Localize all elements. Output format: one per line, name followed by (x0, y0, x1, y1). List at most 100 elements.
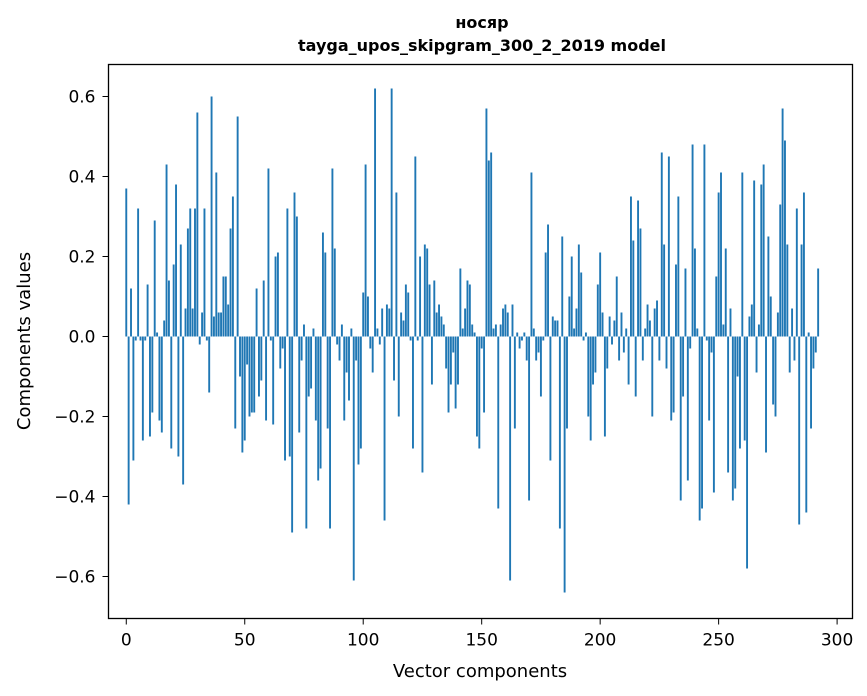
bar (473, 332, 476, 337)
bar (208, 336, 211, 393)
bar (149, 336, 151, 437)
bar (426, 248, 429, 337)
bar (677, 196, 680, 337)
bar (589, 336, 592, 441)
bar (587, 336, 590, 417)
x-tick-label: 250 (702, 631, 734, 651)
y-tick-label: 0.4 (68, 168, 95, 188)
bar (350, 328, 353, 337)
bar (769, 296, 772, 337)
bar (592, 336, 594, 385)
bar (239, 336, 241, 377)
bar (355, 336, 358, 361)
bar (340, 324, 343, 337)
bar (409, 336, 412, 341)
x-axis-ticks: 0 50 100 150 200 250 300 (121, 618, 853, 651)
bar (293, 192, 296, 337)
bar (547, 224, 549, 337)
bar (596, 284, 599, 337)
bar (606, 336, 609, 369)
bar (757, 324, 760, 337)
bar (580, 272, 583, 337)
bar (622, 336, 625, 353)
bar (509, 336, 512, 581)
bar (300, 336, 303, 361)
bar (795, 208, 798, 337)
y-tick-label: −0.6 (54, 568, 95, 588)
bar (400, 312, 403, 337)
bar (556, 320, 559, 337)
plot-frame (107, 63, 854, 620)
bar (584, 332, 587, 337)
bar (267, 168, 270, 337)
bar (513, 336, 516, 429)
bar (378, 336, 381, 345)
bar (701, 336, 703, 509)
bar (686, 336, 689, 481)
bar (807, 332, 810, 337)
bar (518, 336, 521, 349)
bar (307, 336, 310, 397)
bar (291, 336, 294, 533)
bar (125, 188, 128, 337)
bar (203, 208, 206, 337)
bar (329, 336, 331, 529)
bar (182, 336, 185, 485)
bar (535, 336, 538, 361)
bar (708, 336, 711, 421)
bar (194, 208, 196, 337)
bar (712, 336, 715, 493)
bar (549, 336, 552, 461)
bar (310, 336, 313, 389)
bar (276, 252, 279, 337)
bar (736, 336, 739, 377)
bar (670, 336, 673, 421)
bar (374, 88, 377, 337)
bar (483, 336, 486, 413)
bar (255, 288, 258, 337)
bar (163, 320, 166, 337)
bar (663, 244, 666, 337)
bar (314, 336, 317, 421)
bar (381, 308, 384, 337)
bar (295, 216, 298, 337)
bar (767, 236, 770, 337)
bar (217, 312, 220, 337)
bar (691, 144, 694, 337)
bar (390, 88, 393, 337)
y-tick-label: −0.4 (54, 488, 95, 508)
bar (137, 208, 140, 337)
bar (646, 304, 649, 337)
bar (464, 308, 467, 337)
bar (682, 336, 685, 397)
bar (466, 280, 469, 337)
bar (144, 336, 147, 341)
bar (305, 336, 308, 529)
bar (494, 324, 497, 337)
bar (281, 336, 284, 349)
bar (156, 332, 159, 337)
bar (717, 192, 720, 337)
bar (793, 336, 796, 361)
bar (393, 336, 395, 381)
bar (476, 336, 478, 437)
bar (812, 336, 815, 369)
chart-title: носяр (455, 13, 508, 32)
bar (722, 324, 725, 337)
bar (184, 308, 187, 337)
x-tick-label: 0 (121, 631, 132, 651)
bar (734, 336, 737, 489)
bar (490, 152, 493, 337)
bars-group (125, 88, 820, 593)
bar (743, 336, 746, 441)
bar (319, 336, 322, 469)
bar (537, 336, 540, 353)
bar (452, 336, 455, 353)
bar (558, 336, 561, 529)
bar (800, 244, 803, 337)
x-tick-label: 100 (347, 631, 379, 651)
bar (630, 196, 632, 337)
bar (227, 304, 230, 337)
bar (196, 112, 199, 337)
bar (762, 164, 765, 337)
